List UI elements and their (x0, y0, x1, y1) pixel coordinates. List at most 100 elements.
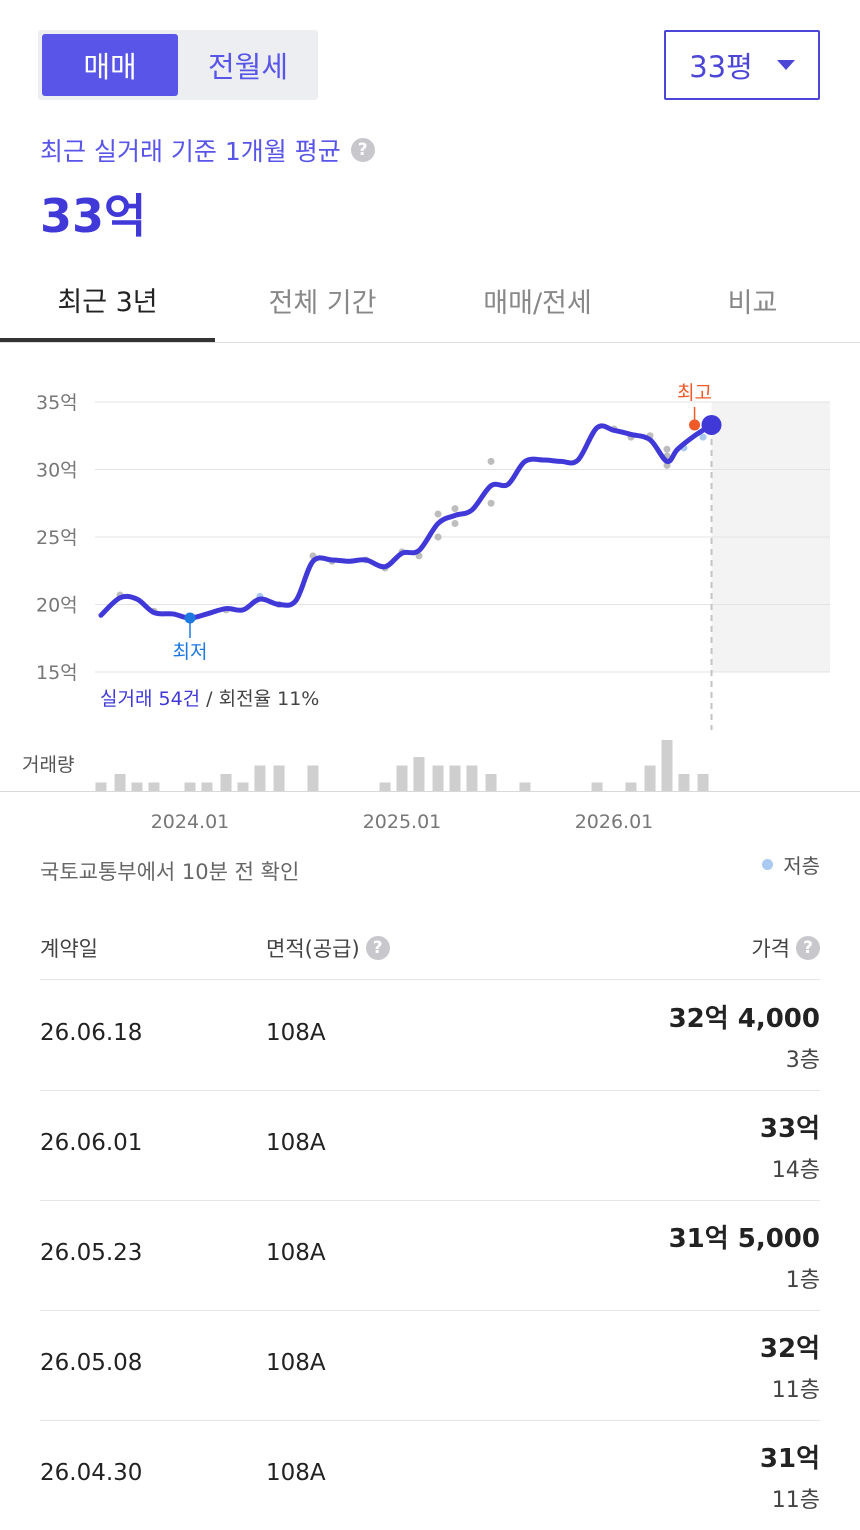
lowest-label: 최저 (173, 641, 208, 663)
header-contract-date: 계약일 (40, 937, 98, 961)
row-floor: 11층 (771, 1488, 820, 1513)
row-floor: 11층 (771, 1378, 820, 1403)
y-tick-label: 20억 (36, 595, 78, 617)
area-size-value: 33평 (689, 50, 753, 84)
volume-bar (449, 765, 461, 791)
header-area: 면적(공급) ? (266, 933, 390, 963)
volume-bar (95, 782, 107, 791)
current-price-point (701, 414, 722, 435)
row-date: 26.06.01 (40, 1130, 143, 1156)
trade-point (451, 520, 459, 527)
volume-bar (148, 782, 160, 791)
volume-bar (678, 774, 690, 791)
area-help-icon[interactable]: ? (365, 936, 390, 960)
average-price-label: 최근 실거래 기준 1개월 평균 ? (40, 132, 375, 168)
tab-sale-vs-lease[interactable]: 매매/전세 (483, 287, 592, 319)
row-date: 26.05.23 (40, 1240, 143, 1266)
volume-bar (307, 765, 319, 791)
header-area-label: 면적(공급) (266, 937, 360, 961)
x-tick-label: 2024.01 (151, 811, 230, 833)
volume-bar (379, 782, 391, 791)
row-price: 32억 4,000 (668, 1004, 820, 1034)
volume-bar (697, 774, 709, 791)
price-line (98, 422, 715, 621)
x-tick-label: 2026.01 (575, 811, 654, 833)
x-tick-label: 2025.01 (363, 811, 442, 833)
row-area: 108A (266, 1350, 326, 1376)
volume-bar (237, 782, 249, 791)
row-area: 108A (266, 1240, 326, 1266)
row-date: 26.04.30 (40, 1460, 143, 1486)
period-tabs: 최근 3년 전체 기간 매매/전세 비교 (0, 260, 860, 343)
volume-bar (201, 782, 213, 791)
volume-bar (413, 757, 425, 791)
trade-point (487, 499, 495, 507)
table-row[interactable]: 26.05.08 108A 32억 11층 (40, 1310, 820, 1421)
volume-bar (114, 774, 126, 791)
volume-bar (220, 774, 232, 791)
tab-all-period[interactable]: 전체 기간 (268, 287, 377, 319)
area-size-dropdown[interactable]: 33평 (664, 30, 820, 100)
sale-tab-button[interactable]: 매매 (42, 34, 178, 96)
row-date: 26.05.08 (40, 1350, 143, 1376)
trade-point (663, 445, 671, 453)
row-date: 26.06.18 (40, 1020, 143, 1046)
row-floor: 1층 (785, 1268, 820, 1293)
y-tick-label: 30억 (36, 460, 78, 482)
header-price: 가격 ? (751, 933, 820, 963)
volume-bar (661, 740, 673, 791)
trade-point (487, 457, 495, 465)
highest-point (689, 419, 701, 431)
turnover-label: / 회전율 11% (200, 688, 319, 710)
header-price-label: 가격 (751, 937, 790, 961)
volume-bar (485, 774, 497, 791)
caret-down-icon (776, 60, 795, 70)
average-price-label-text: 최근 실거래 기준 1개월 평균 (40, 137, 341, 166)
tab-compare[interactable]: 비교 (727, 287, 778, 319)
volume-bar (131, 782, 143, 791)
table-row[interactable]: 26.06.01 108A 33억 14층 (40, 1090, 820, 1201)
volume-label: 거래량 (22, 754, 74, 776)
price-help-icon[interactable]: ? (796, 936, 820, 960)
volume-bar (519, 782, 531, 791)
rent-tab-button[interactable]: 전월세 (207, 50, 289, 84)
row-area: 108A (266, 1460, 326, 1486)
table-row[interactable]: 26.04.30 108A 31억 11층 (40, 1420, 820, 1530)
volume-bar (184, 782, 196, 791)
row-area: 108A (266, 1020, 326, 1046)
data-source-text: 국토교통부에서 10분 전 확인 (40, 860, 300, 884)
volume-bar (644, 765, 656, 791)
volume-bar (432, 765, 444, 791)
trade-stats: 실거래 54건 / 회전율 11% (100, 688, 319, 710)
trade-point (434, 533, 442, 541)
row-price: 32억 (759, 1334, 820, 1364)
volume-bar (273, 765, 285, 791)
trade-count-label: 실거래 54건 (100, 688, 200, 710)
trade-point (434, 510, 442, 518)
volume-bar (396, 765, 408, 791)
row-floor: 3층 (785, 1048, 820, 1073)
row-area: 108A (266, 1130, 326, 1156)
average-price-value: 33억 (40, 189, 147, 243)
low-floor-legend-label: 저층 (783, 854, 820, 878)
y-tick-label: 15억 (36, 662, 78, 684)
row-price: 31억 (759, 1444, 820, 1474)
row-price: 33억 (759, 1114, 820, 1144)
help-icon[interactable]: ? (350, 138, 375, 162)
trade-point (451, 505, 459, 513)
lowest-point (184, 612, 196, 624)
y-tick-label: 35억 (36, 392, 78, 414)
volume-bar (466, 765, 478, 791)
table-row[interactable]: 26.06.18 108A 32억 4,000 3층 (40, 980, 820, 1091)
row-price: 31억 5,000 (668, 1224, 820, 1254)
deal-type-toggle: 매매 전월세 (38, 30, 318, 100)
highest-label: 최고 (677, 382, 712, 404)
volume-bar (591, 782, 603, 791)
table-row[interactable]: 26.05.23 108A 31억 5,000 1층 (40, 1200, 820, 1311)
trade-point (699, 433, 707, 441)
volume-bar (254, 765, 266, 791)
y-tick-label: 25억 (36, 527, 78, 549)
tab-recent-3-years[interactable]: 최근 3년 (0, 260, 215, 342)
low-floor-legend-dot (762, 859, 774, 870)
